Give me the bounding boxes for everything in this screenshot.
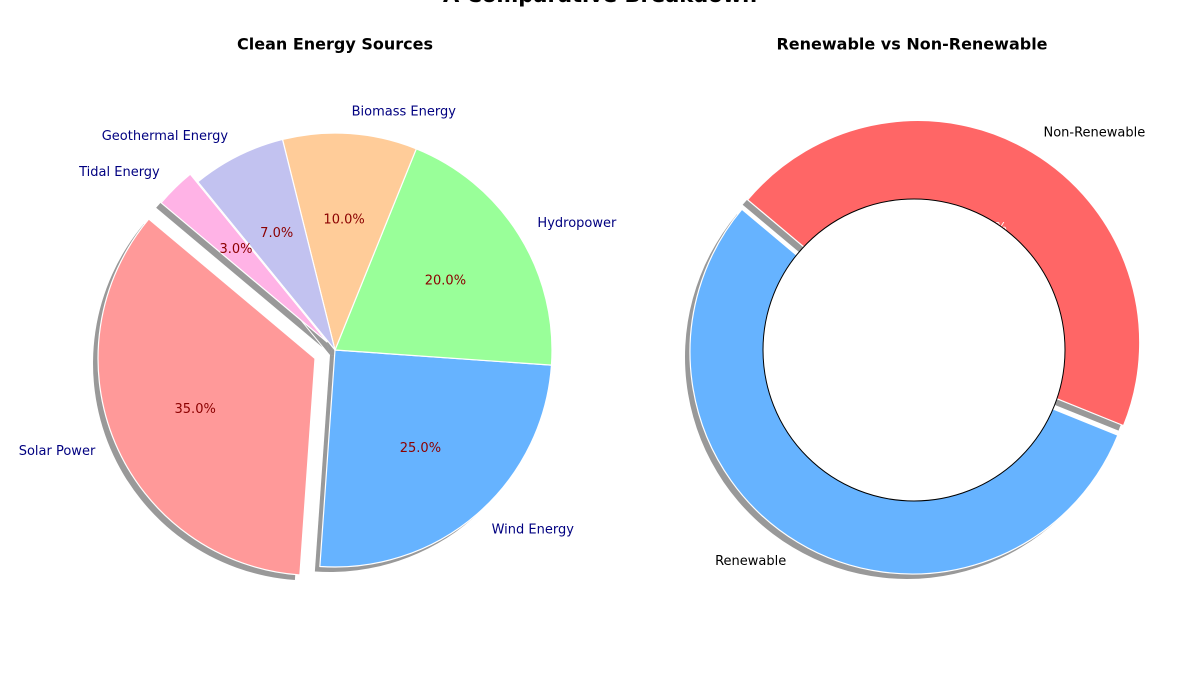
wedge	[197, 138, 336, 351]
donut-hole	[762, 198, 1066, 502]
pie: Solar Power 35.0% Wind Energy 25.0% Hydropow…	[19, 104, 617, 580]
slice-label: Non-Renewable	[1043, 126, 1145, 141]
slice-label: Biomass Energy	[352, 104, 457, 119]
wedge	[97, 218, 316, 576]
slice-label: Wind Energy	[492, 523, 575, 538]
slice-label: Tidal Energy	[78, 165, 160, 180]
wedge	[160, 173, 328, 343]
pct-label: 10.0%	[323, 213, 364, 228]
wedge	[334, 148, 553, 366]
pct-label: 25.0%	[400, 441, 441, 456]
slice-label: Geothermal Energy	[102, 129, 229, 144]
pie: Renewable55.0%Non-Renewable45.0%	[685, 119, 1145, 579]
pct-label: 20.0%	[425, 274, 466, 289]
wedge	[319, 349, 553, 568]
slice-label: Hydropower	[537, 216, 617, 231]
figure-title: A Comparative Breakdown	[443, 0, 757, 7]
labels: Solar Power 35.0% Wind Energy 25.0% Hydropow…	[19, 104, 617, 537]
chart-title: Renewable vs Non-Renewable	[776, 35, 1047, 54]
pct-label: 35.0%	[175, 402, 216, 417]
slice-label: Solar Power	[19, 444, 96, 459]
pct-label: 7.0%	[260, 226, 293, 241]
chart-title: Clean Energy Sources	[237, 35, 433, 54]
slice-label: Renewable	[715, 554, 786, 569]
wedges	[97, 132, 553, 576]
wedge	[281, 132, 418, 352]
pct-label: 3.0%	[219, 242, 252, 257]
